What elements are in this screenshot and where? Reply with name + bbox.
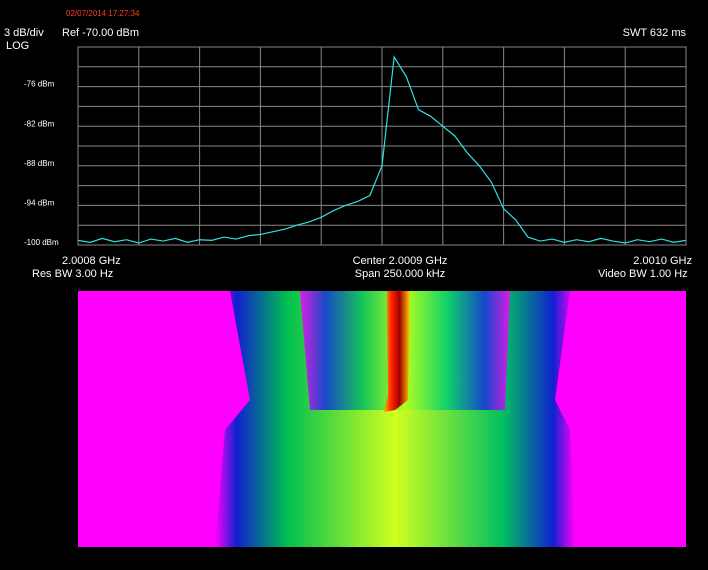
center-label: Center 2.0009 GHz: [353, 255, 448, 267]
y-tick-label: -94 dBm: [24, 199, 55, 208]
y-tick-label: -76 dBm: [24, 80, 55, 89]
stop-label: 2.0010 GHz: [633, 255, 692, 267]
sweep-label: SWT 632 ms: [623, 27, 687, 39]
page: 02/07/2014 17:27:34 3 dB/div Ref -70.00 …: [0, 0, 708, 565]
span-label: Span 250.000 kHz: [355, 268, 446, 280]
timestamp: 02/07/2014 17:27:34: [66, 9, 140, 18]
chart: 02/07/2014 17:27:34 3 dB/div Ref -70.00 …: [0, 0, 708, 565]
y-tick-label: -82 dBm: [24, 119, 55, 128]
ref-label: Ref -70.00 dBm: [62, 27, 139, 39]
rbw-label: Res BW 3.00 Hz: [32, 268, 113, 280]
spectrogram: [78, 291, 686, 547]
start-label: 2.0008 GHz: [62, 255, 121, 267]
y-tick-label: -88 dBm: [24, 159, 55, 168]
scale-mode: LOG: [6, 40, 29, 52]
y-tick-label: -100 dBm: [24, 238, 59, 247]
scale-label: 3 dB/div: [4, 27, 44, 39]
vbw-label: Video BW 1.00 Hz: [598, 268, 688, 280]
